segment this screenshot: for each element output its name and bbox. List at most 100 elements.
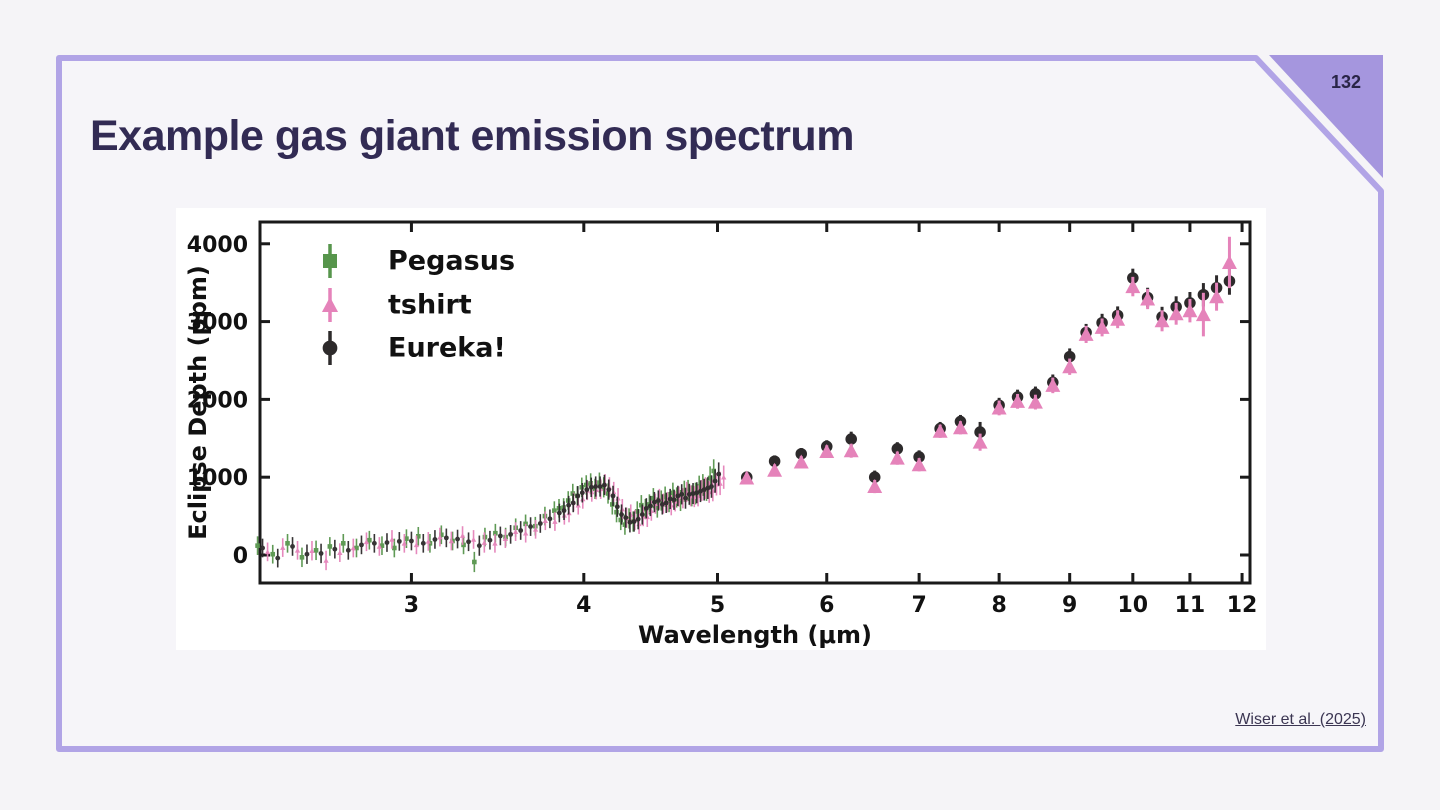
data-point (492, 540, 498, 546)
data-point (260, 545, 265, 551)
x-tick-label-9: 9 (1062, 593, 1077, 618)
data-point (739, 470, 755, 485)
data-point (627, 519, 633, 525)
data-point (651, 495, 656, 501)
data-point (443, 535, 449, 541)
x-tick-label-7: 7 (911, 593, 926, 618)
data-point (685, 488, 691, 493)
data-point (497, 533, 503, 539)
data-point (619, 512, 624, 517)
data-point (508, 531, 514, 537)
page-number: 132 (1330, 72, 1362, 92)
data-point (1027, 394, 1043, 409)
data-point (323, 557, 329, 563)
data-point (700, 482, 706, 488)
data-point (376, 543, 383, 549)
data-point (432, 537, 438, 542)
data-point (304, 551, 310, 557)
data-point (683, 495, 688, 501)
data-point (974, 426, 986, 438)
y-tick-label-2000: 2000 (187, 388, 248, 413)
data-point (889, 450, 905, 465)
series-tshirt-lowres (739, 236, 1237, 494)
data-point (309, 548, 315, 554)
data-point (913, 451, 925, 463)
data-point (1154, 313, 1170, 328)
data-point (932, 423, 948, 438)
data-point (359, 542, 364, 548)
data-point (696, 484, 702, 489)
data-point (371, 540, 377, 546)
data-point (623, 515, 629, 521)
data-point (639, 502, 644, 508)
data-point (690, 491, 696, 496)
data-point (972, 434, 988, 449)
citation-link[interactable]: Wiser et al. (2025) (1235, 711, 1366, 728)
data-point (655, 498, 661, 503)
x-tick-label-11: 11 (1175, 593, 1206, 618)
data-point (409, 538, 414, 544)
data-point (466, 539, 471, 545)
data-point (363, 539, 370, 545)
chart-panel: 3 4 5 6 7 8 9 10 11 12 0 1000 2000 3000 4000 Wavelength… (176, 208, 1266, 650)
data-point (712, 478, 718, 484)
x-tick-label-12: 12 (1227, 593, 1258, 618)
data-point (493, 530, 498, 536)
data-point (481, 539, 487, 545)
data-point (667, 496, 673, 502)
y-axis-label: Eclipse Depth (ppm) (184, 265, 212, 540)
emission-spectrum-chart: 3 4 5 6 7 8 9 10 11 12 0 1000 2000 3000 4000 Wavelength… (184, 220, 1258, 649)
data-point (891, 443, 904, 455)
data-point (686, 491, 692, 497)
data-point (584, 487, 590, 493)
data-point (575, 493, 581, 499)
data-point (622, 522, 628, 527)
data-point (264, 549, 271, 555)
series-eureka-highres (260, 462, 722, 568)
data-point (448, 538, 454, 544)
data-point (606, 487, 612, 493)
data-point (350, 545, 356, 551)
data-point (662, 494, 668, 499)
data-point (556, 510, 562, 516)
data-point (299, 555, 305, 560)
y-tick-label-0: 0 (233, 544, 248, 569)
data-point (1063, 350, 1076, 363)
data-point (579, 490, 585, 496)
data-point (635, 516, 641, 522)
data-point (461, 542, 466, 548)
data-point (459, 532, 466, 538)
data-point (420, 540, 426, 546)
legend-label-Pegasus: Pegasus (388, 246, 515, 277)
x-tick-label-5: 5 (710, 593, 725, 618)
data-point (416, 534, 421, 539)
data-point (552, 508, 557, 513)
data-point (379, 543, 385, 548)
data-point (332, 546, 338, 552)
data-point (566, 502, 572, 508)
data-point (392, 545, 397, 551)
y-tick-label-4000: 4000 (187, 233, 248, 258)
data-point (528, 524, 533, 530)
data-point (793, 454, 809, 469)
data-point (439, 532, 444, 538)
data-point (1168, 306, 1184, 321)
y-tick-label-1000: 1000 (187, 466, 248, 491)
data-point (671, 497, 677, 503)
data-point (1110, 311, 1126, 326)
data-point (845, 433, 857, 445)
data-point (634, 509, 640, 514)
data-point (341, 541, 346, 546)
data-point (437, 534, 443, 540)
data-point (425, 538, 431, 544)
data-point (472, 559, 477, 565)
data-point (588, 484, 594, 490)
data-point (345, 547, 351, 553)
data-point (1140, 291, 1156, 306)
legend-marker-tshirt (321, 296, 339, 312)
data-point (663, 500, 669, 506)
data-point (911, 457, 927, 472)
data-point (1078, 326, 1094, 341)
data-point (681, 488, 687, 494)
data-point (639, 512, 645, 517)
